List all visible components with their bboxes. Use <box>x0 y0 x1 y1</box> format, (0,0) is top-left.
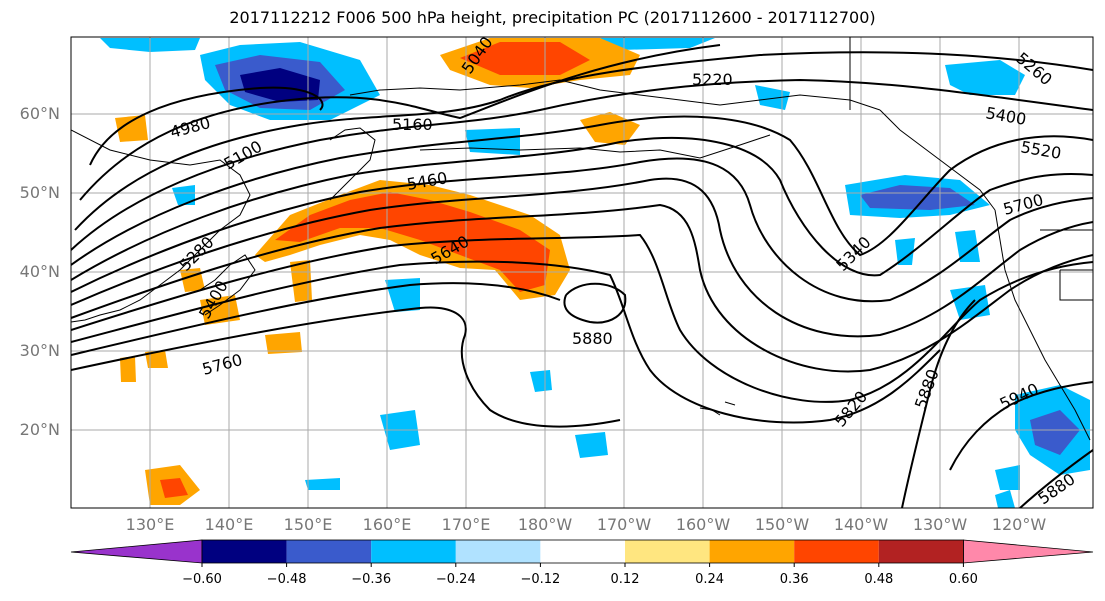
precip-positive-anomalies <box>115 38 640 505</box>
lon-label-140e: 140°E <box>204 515 254 534</box>
neg-anomaly-small-d <box>895 238 915 265</box>
pos-anomaly-small-b <box>265 332 302 354</box>
contour-label-4980: 4980 <box>168 113 212 142</box>
contour-label-5760: 5760 <box>200 350 244 379</box>
map-frame <box>70 36 1094 509</box>
coast-kamchatka <box>329 127 376 201</box>
pos-anomaly-small-d <box>145 350 168 368</box>
contour-label-5880-south: 5880 <box>1034 469 1078 508</box>
lon-label-120w: 120°W <box>991 515 1047 534</box>
neg-anomaly-small-b <box>575 432 608 458</box>
contour-label-5160: 5160 <box>392 115 433 134</box>
colorbar-bin-9 <box>878 540 964 563</box>
colorbar-tick-label: −0.60 <box>182 572 222 587</box>
contour-label-5340: 5340 <box>832 233 874 275</box>
neg-anomaly-alaska-nw <box>945 60 1025 95</box>
neg-anomaly-top-right <box>600 38 715 50</box>
pos-anomaly-small-f <box>120 356 136 382</box>
colorbar-tick-label: 0.36 <box>779 572 809 587</box>
colorbar-bin-5 <box>540 540 625 563</box>
lon-label-140w: 140°W <box>833 515 889 534</box>
pos-anomaly-small-c-core <box>160 478 188 498</box>
coast-us-state-a <box>1059 269 1093 301</box>
neg-anomaly-small-g <box>755 85 790 110</box>
colorbar-extend-low <box>70 539 203 564</box>
colorbar-extend-high <box>963 539 1094 564</box>
neg-anomaly-gulf-alaska-mid <box>860 185 975 210</box>
neg-anomaly-small-f <box>172 185 195 205</box>
coast-north-america-west <box>994 209 1091 441</box>
lon-label-160e: 160°E <box>362 515 412 534</box>
map-title: 2017112212 F006 500 hPa height, precipit… <box>229 8 876 27</box>
lat-label-40n: 40°N <box>19 262 60 281</box>
neg-anomaly-us-west <box>950 285 990 320</box>
colorbar-tick-label: 0.60 <box>948 572 978 587</box>
colorbar-bin-7 <box>709 540 795 563</box>
lon-label-130e: 130°E <box>125 515 175 534</box>
neg-anomaly-small-i <box>995 490 1015 508</box>
contour-label-5520: 5520 <box>1019 137 1062 163</box>
colorbar-tick-label: −0.48 <box>266 572 307 587</box>
neg-anomaly-small-a <box>530 370 552 392</box>
height-contours <box>71 44 1093 508</box>
colorbar-bin-4 <box>455 540 541 563</box>
pos-anomaly-small-e <box>290 260 312 302</box>
colorbar-tick-label: 0.12 <box>610 572 640 587</box>
pos-anomaly-small-a <box>115 115 148 142</box>
contour-label-5880-center: 5880 <box>572 329 613 348</box>
contour-label-5220: 5220 <box>692 70 733 89</box>
lon-label-130w: 130°W <box>912 515 968 534</box>
colorbar-bin-1 <box>202 540 287 563</box>
lon-label-150e: 150°E <box>283 515 333 534</box>
lat-label-20n: 20°N <box>19 420 60 439</box>
neg-anomaly-small-e <box>955 230 980 262</box>
coast-aleutians <box>419 134 771 159</box>
neg-anomaly-nw-pacific-core <box>240 68 320 102</box>
colorbar-bin-8 <box>794 540 879 563</box>
lon-label-170w: 170°W <box>596 515 652 534</box>
graticule <box>71 37 1093 508</box>
neg-anomaly-small-h <box>995 465 1020 490</box>
coast-alaska-panhandle <box>879 109 996 211</box>
colorbar-bin-2 <box>286 540 372 563</box>
colorbar-tick-label: 0.24 <box>695 572 725 587</box>
contour-label-5400: 5400 <box>984 103 1027 129</box>
lon-label-180w: 180°W <box>517 515 573 534</box>
pos-anomaly-north-top-core <box>460 42 590 75</box>
lat-label-60n: 60°N <box>19 104 60 123</box>
coast-alaska-north <box>349 79 881 111</box>
lon-label-160w: 160°W <box>675 515 731 534</box>
lat-label-50n: 50°N <box>19 183 60 202</box>
colorbar <box>70 539 1094 567</box>
lon-label-170e: 170°E <box>441 515 491 534</box>
colorbar-tick-label: −0.24 <box>435 572 476 587</box>
neg-anomaly-small-c <box>305 478 340 490</box>
neg-anomaly-mexico-mid <box>1030 410 1080 455</box>
neg-anomaly-hawaii-ne <box>385 278 420 312</box>
lat-label-30n: 30°N <box>19 341 60 360</box>
colorbar-tick-label: 0.48 <box>864 572 894 587</box>
colorbar-tick-label: −0.36 <box>351 572 392 587</box>
colorbar-bin-3 <box>371 540 456 563</box>
lon-label-150w: 150°W <box>754 515 810 534</box>
pos-anomaly-jet-core <box>275 192 550 292</box>
colorbar-tick-label: −0.12 <box>520 572 561 587</box>
colorbar-bin-6 <box>625 540 710 563</box>
